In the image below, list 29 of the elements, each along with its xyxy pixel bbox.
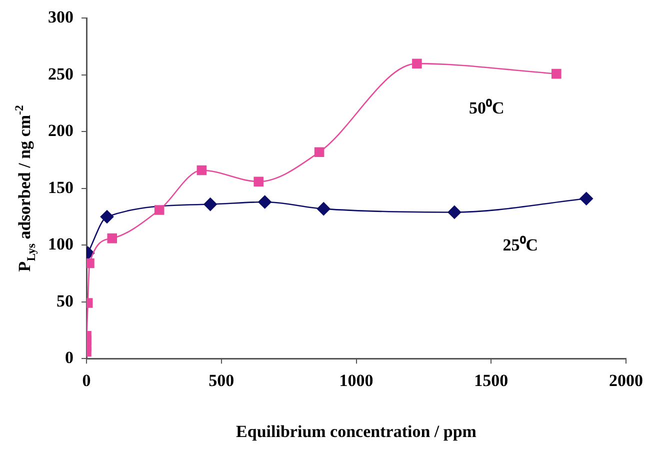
x-tick-label: 500 (208, 371, 234, 390)
y-tick-label: 300 (48, 8, 74, 27)
point (107, 233, 118, 244)
point (100, 210, 114, 224)
y-tick-label: 200 (48, 121, 74, 140)
x-tick-label: 1000 (339, 371, 374, 390)
point (258, 195, 272, 209)
point (448, 206, 462, 219)
point (552, 68, 562, 79)
point (412, 58, 422, 68)
y-tick-label: 50 (56, 291, 74, 310)
point (154, 205, 164, 215)
point (316, 202, 330, 216)
point (254, 176, 264, 186)
point (204, 198, 217, 211)
y-tick-label: 150 (48, 178, 74, 197)
point (196, 165, 207, 176)
series-label: 25⁰C (502, 235, 538, 254)
y-axis-title: PLys adsorbed / ng cm-2 (12, 105, 38, 272)
x-tick-label: 1500 (474, 371, 508, 390)
y-tick-label: 0 (65, 348, 74, 367)
y-tick-label: 250 (48, 64, 74, 84)
point (580, 192, 593, 206)
series-label: 50⁰C (469, 98, 504, 118)
y-tick-label: 100 (48, 234, 74, 254)
x-tick-label: 2000 (609, 371, 643, 390)
x-tick-label: 0 (82, 371, 91, 390)
point (314, 147, 324, 157)
x-axis-title: Equilibrium concentration / ppm (236, 422, 476, 441)
